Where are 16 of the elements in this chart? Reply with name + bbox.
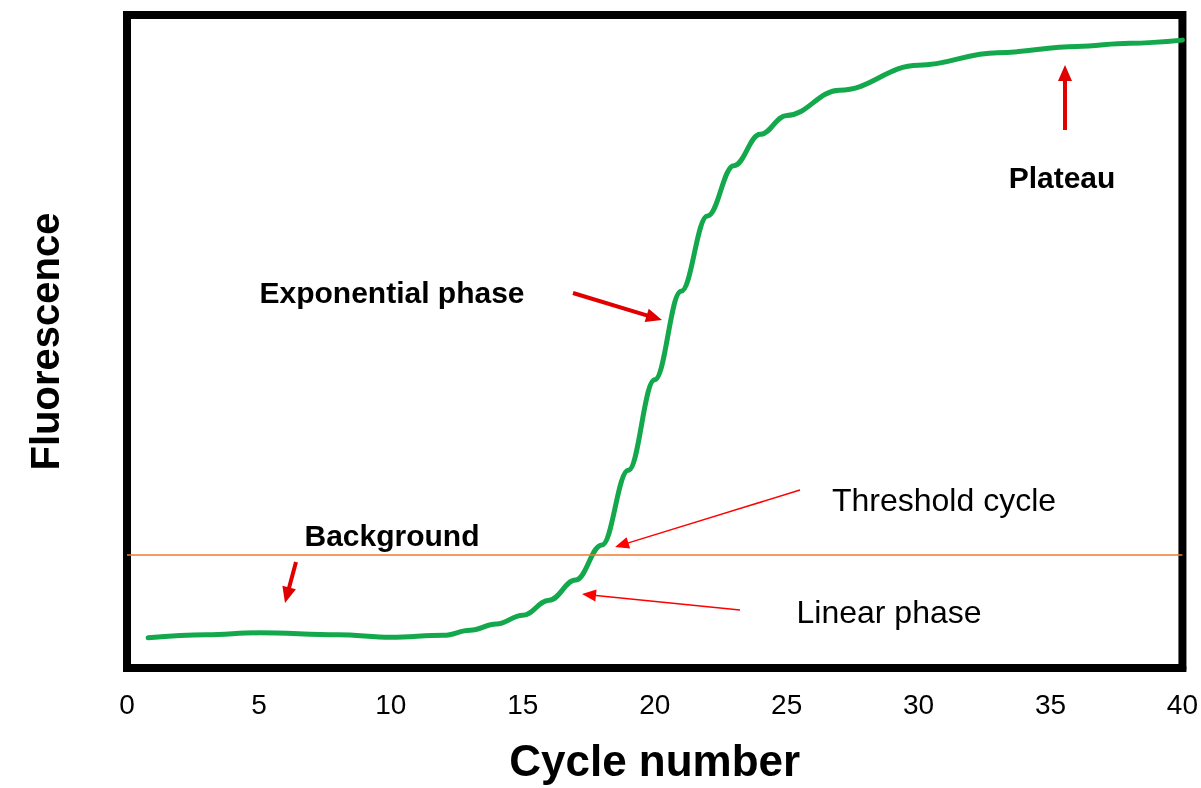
annotation: Plateau [1008,160,1116,194]
annotation: Threshold cycle [831,482,1057,518]
x-tick-label: 40 [1166,688,1199,720]
x-tick-label: 10 [375,688,407,720]
x-tick-label: 25 [771,688,803,720]
x-tick-label: 5 [251,688,267,720]
x-tick-label: 35 [1034,688,1067,720]
annotation: Linear phase [796,594,982,630]
annotation: Exponential phase [259,275,525,309]
x-tick-label: 30 [902,688,935,720]
y-axis-title: Fluorescence [23,212,67,471]
annotation: Background [304,518,480,552]
x-tick-label: 15 [507,688,539,720]
x-tick-label: 20 [639,688,671,720]
x-axis-title: Cycle number [509,735,801,785]
x-tick-label: 0 [119,688,135,720]
